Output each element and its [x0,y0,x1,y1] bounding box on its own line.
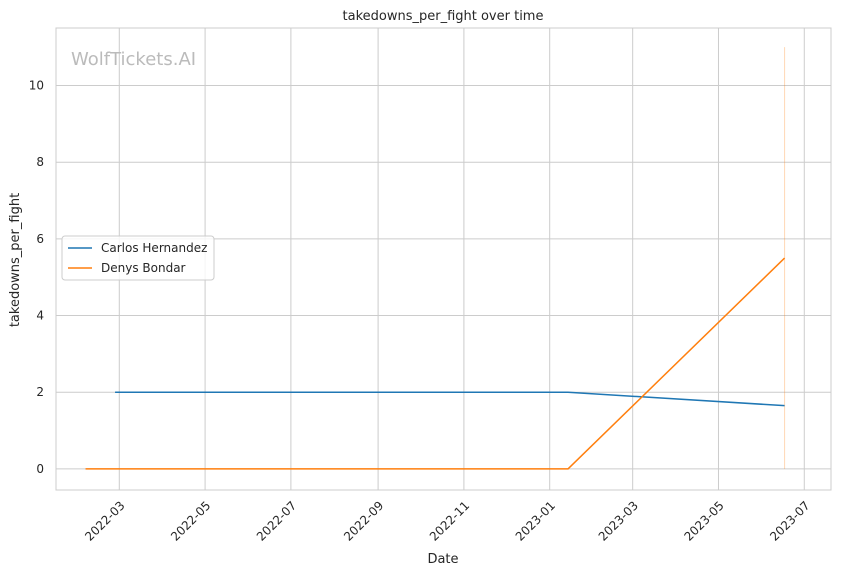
x-tick-label: 2022-09 [341,498,386,543]
x-tick-label: 2023-01 [513,498,558,543]
legend-label-carlos-hernandez: Carlos Hernandez [101,241,207,255]
x-tick-label: 2022-03 [82,498,127,543]
x-axis-title: Date [427,552,458,567]
y-tick-label: 8 [36,155,44,169]
x-tick-label: 2022-05 [168,498,213,543]
series-line-carlos-hernandez [115,391,785,407]
legend-label-denys-bondar: Denys Bondar [101,261,186,275]
series-layer [85,47,786,470]
legend-box [61,235,215,281]
grid-lines [56,28,831,490]
watermark: WolfTickets.AI [71,49,196,70]
y-axis-title: takedowns_per_fight [8,193,23,327]
legend: Carlos Hernandez Denys Bondar [61,235,215,281]
y-tick-label: 0 [36,462,44,476]
x-tick-label: 2023-03 [596,498,641,543]
chart-title: takedowns_per_fight over time [343,9,544,24]
y-tick-label: 4 [36,309,44,323]
y-tick-label: 10 [29,79,44,93]
x-tick-label: 2023-07 [767,498,812,543]
plot-area-frame [55,27,832,491]
y-tick-labels: 0 2 4 6 8 10 [29,79,44,476]
x-tick-label: 2023-05 [681,498,726,543]
y-tick-label: 6 [36,232,44,246]
series-line-denys-bondar [85,257,786,470]
x-tick-label: 2022-11 [427,498,472,543]
x-tick-label: 2022-07 [254,498,299,543]
y-tick-label: 2 [36,385,44,399]
x-tick-labels: 2022-03 2022-05 2022-07 2022-09 2022-11 2023-… [82,498,812,543]
